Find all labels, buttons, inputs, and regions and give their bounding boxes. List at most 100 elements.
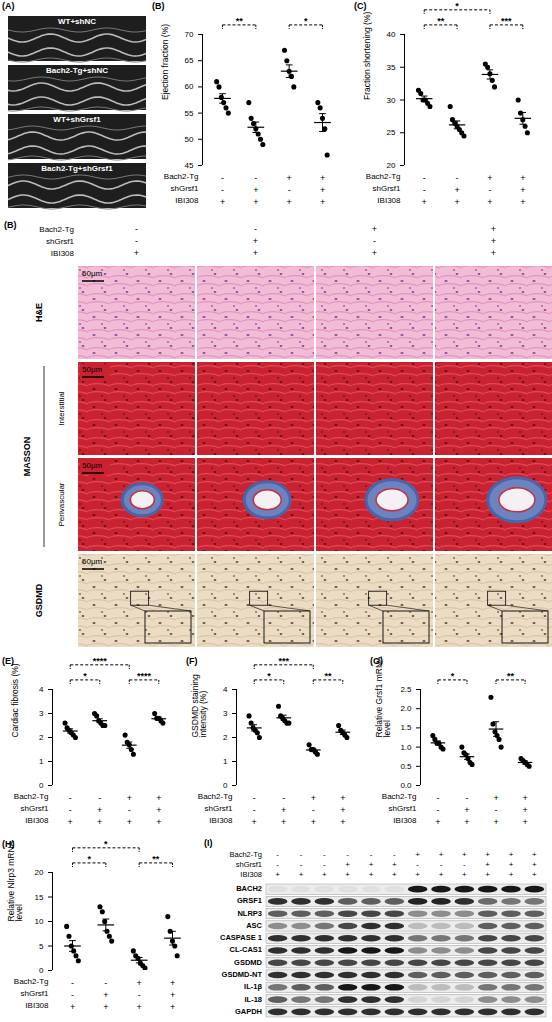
svg-text:-: - xyxy=(71,978,74,988)
svg-text:Bach2-Tg: Bach2-Tg xyxy=(198,792,233,801)
svg-text:shGrsf1: shGrsf1 xyxy=(46,237,75,246)
svg-text:+: + xyxy=(170,990,175,1000)
svg-text:+: + xyxy=(137,978,142,988)
svg-text:0.5: 0.5 xyxy=(400,762,412,771)
svg-text:WT+shNC: WT+shNC xyxy=(58,17,96,26)
svg-text:1: 1 xyxy=(39,757,44,766)
svg-text:+: + xyxy=(532,870,537,879)
svg-text:+: + xyxy=(170,1002,175,1012)
svg-text:2.0: 2.0 xyxy=(400,704,412,713)
svg-text:35: 35 xyxy=(387,63,396,72)
svg-text:shGrsf1: shGrsf1 xyxy=(170,184,199,193)
svg-text:50μm: 50μm xyxy=(82,557,103,566)
svg-text:+: + xyxy=(156,805,161,815)
svg-text:0: 0 xyxy=(39,781,44,790)
svg-text:*: * xyxy=(267,671,271,681)
svg-text:GSDMD-NT: GSDMD-NT xyxy=(222,970,263,979)
svg-text:Bach2-Tg+shGrsf1: Bach2-Tg+shGrsf1 xyxy=(41,164,113,173)
svg-text:-: - xyxy=(300,850,303,859)
svg-text:GSDMD: GSDMD xyxy=(34,583,44,617)
svg-text:***: *** xyxy=(278,656,289,666)
svg-text:Bach2-Tg: Bach2-Tg xyxy=(229,850,262,859)
svg-text:IL-1β: IL-1β xyxy=(244,982,262,991)
svg-text:+: + xyxy=(97,805,102,815)
svg-text:+: + xyxy=(70,1002,75,1012)
svg-text:-: - xyxy=(254,224,257,234)
svg-text:IL-18: IL-18 xyxy=(244,995,262,1004)
svg-text:-: - xyxy=(346,850,349,859)
svg-text:Bach2-Tg: Bach2-Tg xyxy=(39,225,74,234)
svg-text:+: + xyxy=(372,224,377,234)
svg-text:20: 20 xyxy=(387,161,396,170)
svg-text:+: + xyxy=(127,817,132,827)
svg-text:0: 0 xyxy=(223,781,228,790)
svg-text:+: + xyxy=(372,248,377,258)
svg-text:+: + xyxy=(127,793,132,803)
svg-text:20: 20 xyxy=(35,868,44,877)
svg-text:-: - xyxy=(416,860,419,869)
svg-text:+: + xyxy=(253,236,258,246)
svg-text:-: - xyxy=(465,793,468,803)
svg-text:+: + xyxy=(340,817,345,827)
svg-text:GRSF1: GRSF1 xyxy=(237,896,262,905)
svg-text:5: 5 xyxy=(39,942,44,951)
svg-text:-: - xyxy=(69,805,72,815)
svg-text:+: + xyxy=(299,870,304,879)
svg-text:-: - xyxy=(135,236,138,246)
svg-text:shGrsf1: shGrsf1 xyxy=(236,860,262,869)
svg-text:Bach2-Tg: Bach2-Tg xyxy=(382,792,417,801)
svg-text:****: **** xyxy=(93,656,108,666)
svg-text:Bach2-Tg+shNC: Bach2-Tg+shNC xyxy=(46,66,108,75)
svg-text:H&E: H&E xyxy=(34,303,44,322)
svg-text:Relative Nlrp3 mRNAlevel: Relative Nlrp3 mRNAlevel xyxy=(6,840,25,921)
svg-text:+: + xyxy=(532,860,537,869)
svg-text:+: + xyxy=(439,850,444,859)
svg-text:+: + xyxy=(522,805,527,815)
svg-text:0.0: 0.0 xyxy=(400,781,412,790)
svg-text:+: + xyxy=(369,860,374,869)
svg-text:-: - xyxy=(370,850,373,859)
svg-text:-: - xyxy=(71,990,74,1000)
svg-text:IBI308: IBI308 xyxy=(393,816,417,825)
svg-text:NLRP3: NLRP3 xyxy=(237,909,262,918)
svg-text:25: 25 xyxy=(387,128,396,137)
svg-text:Bach2-Tg: Bach2-Tg xyxy=(366,172,401,181)
svg-text:+: + xyxy=(253,185,258,195)
svg-text:15: 15 xyxy=(35,893,44,902)
svg-text:+: + xyxy=(493,817,498,827)
svg-text:+: + xyxy=(156,817,161,827)
svg-text:+: + xyxy=(340,793,345,803)
svg-text:*: * xyxy=(451,671,455,681)
svg-text:30: 30 xyxy=(387,96,396,105)
svg-text:+: + xyxy=(340,805,345,815)
svg-text:**: ** xyxy=(507,671,515,681)
svg-text:-: - xyxy=(282,793,285,803)
svg-text:Bach2-Tg: Bach2-Tg xyxy=(164,172,199,181)
svg-text:+: + xyxy=(170,978,175,988)
svg-text:+: + xyxy=(509,870,514,879)
svg-text:-: - xyxy=(276,850,279,859)
svg-text:+: + xyxy=(435,817,440,827)
svg-text:+: + xyxy=(439,870,444,879)
svg-text:**: ** xyxy=(236,16,244,26)
svg-text:Fraction shortening (%): Fraction shortening (%) xyxy=(362,11,372,100)
svg-text:+: + xyxy=(320,173,325,183)
svg-text:65: 65 xyxy=(185,56,194,65)
svg-text:-: - xyxy=(254,173,257,183)
svg-text:(I): (I) xyxy=(204,838,213,848)
svg-text:-: - xyxy=(138,990,141,1000)
svg-text:+: + xyxy=(487,173,492,183)
svg-text:-: - xyxy=(253,805,256,815)
svg-text:+: + xyxy=(485,860,490,869)
svg-text:+: + xyxy=(520,197,525,207)
svg-text:3: 3 xyxy=(39,709,44,718)
svg-text:**: ** xyxy=(437,16,445,26)
svg-text:-: - xyxy=(300,860,303,869)
svg-text:+: + xyxy=(491,224,496,234)
svg-text:-: - xyxy=(463,860,466,869)
svg-text:4: 4 xyxy=(223,685,228,694)
svg-text:-: - xyxy=(276,860,279,869)
svg-text:+: + xyxy=(462,850,467,859)
svg-text:-: - xyxy=(221,185,224,195)
svg-text:+: + xyxy=(252,817,257,827)
